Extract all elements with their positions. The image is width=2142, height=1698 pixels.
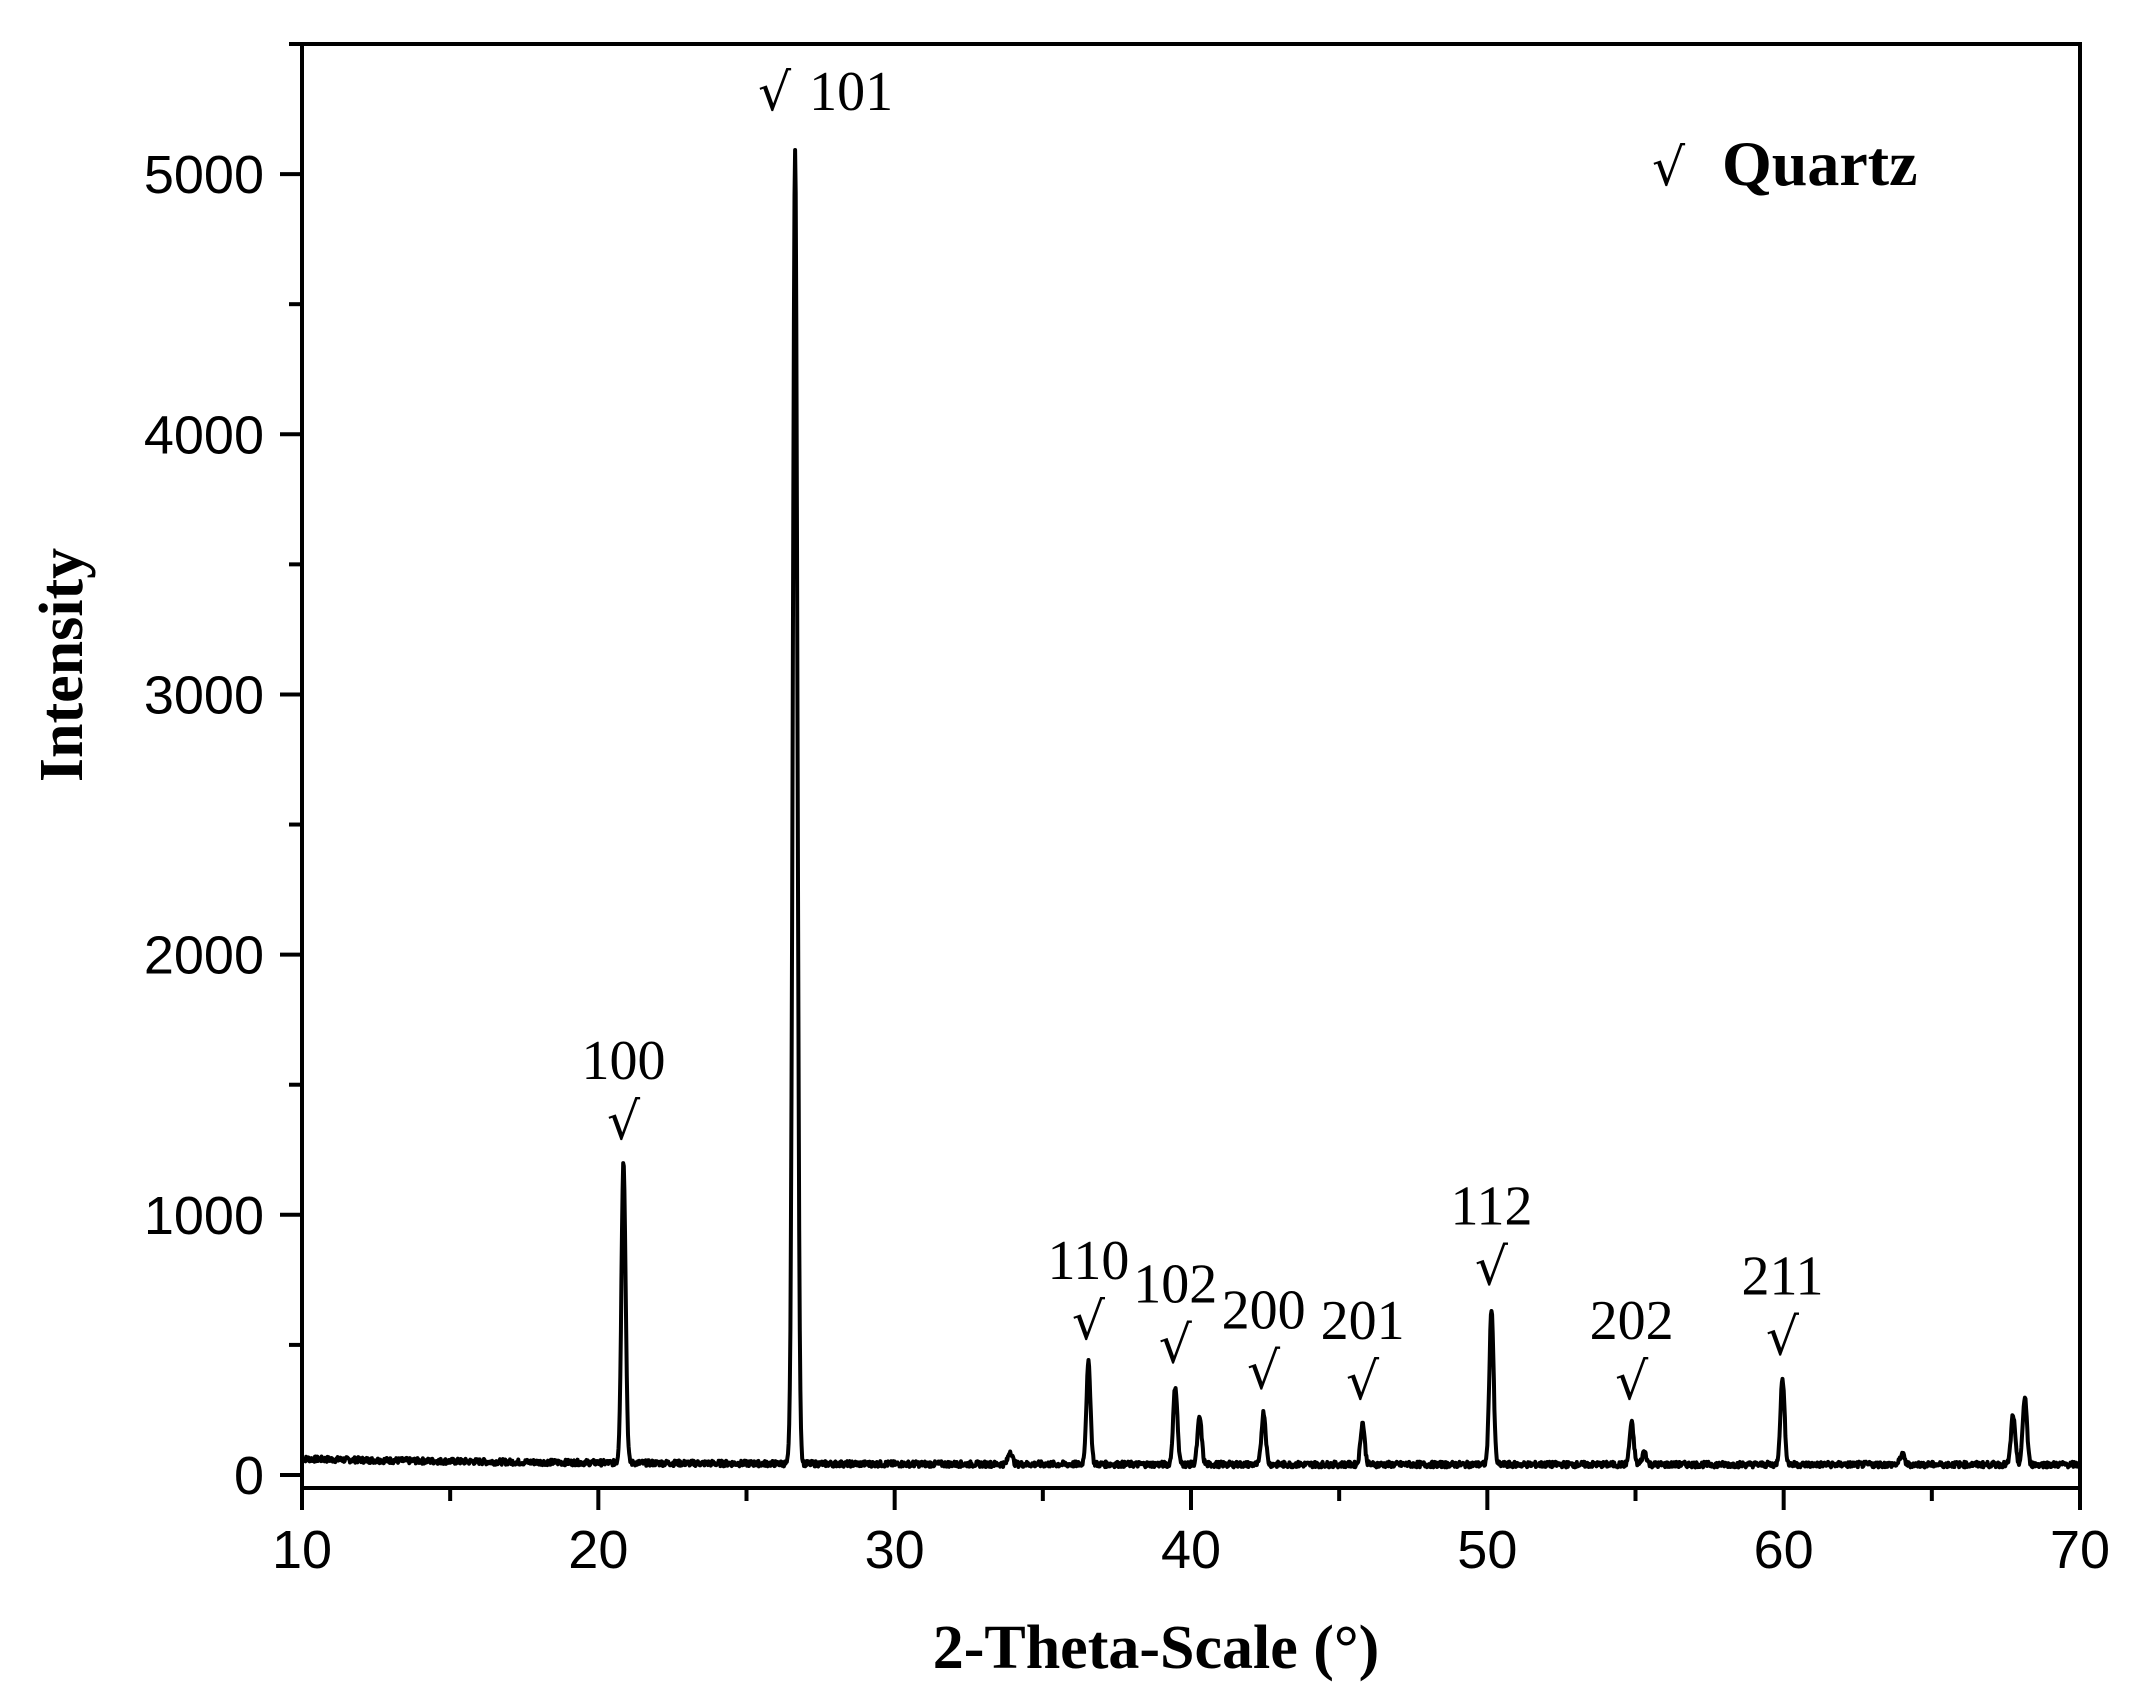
y-tick-label: 0 <box>234 1446 264 1506</box>
peak-annotations: √100√ 101√110√102√200√201√112√202 √211 <box>582 61 1824 1412</box>
y-axis: 0 1000 2000 3000 4000 5000 <box>144 42 302 1506</box>
peak-check-icon: √ <box>607 1092 641 1152</box>
peak-label: 211 <box>1742 1246 1824 1308</box>
x-tick-label: 50 <box>1457 1520 1517 1580</box>
peak-check-icon: √ <box>1247 1342 1281 1402</box>
x-axis-title: 2-Theta-Scale (°) <box>933 1614 1380 1682</box>
x-axis: 10 20 30 40 50 60 70 <box>272 1488 2110 1580</box>
legend-check-icon: √ <box>1652 138 1686 198</box>
peak-label: 101 <box>809 61 893 123</box>
y-axis-title: Intensity <box>28 548 96 782</box>
peak-check-icon: √ <box>1766 1308 1800 1368</box>
peak-check-icon: √ <box>1475 1237 1509 1297</box>
peak-label: 201 <box>1321 1290 1405 1352</box>
peak-label: 202 <box>1590 1290 1674 1352</box>
legend: √ Quartz <box>1652 128 1918 199</box>
x-tick-label: 10 <box>272 1520 332 1580</box>
peak-check-icon: √ <box>1346 1352 1380 1412</box>
peak-check-icon: √ <box>1072 1292 1106 1352</box>
x-tick-label: 60 <box>1754 1520 1814 1580</box>
x-tick-label: 40 <box>1161 1520 1221 1580</box>
peak-label: 112 <box>1451 1175 1533 1237</box>
xrd-pattern-line <box>300 148 2082 1470</box>
x-tick-label: 20 <box>568 1520 628 1580</box>
y-tick-label: 4000 <box>144 405 264 465</box>
peak-label: 100 <box>582 1030 666 1092</box>
peak-check-icon: √ <box>1615 1352 1649 1412</box>
y-tick-label: 1000 <box>144 1186 264 1246</box>
legend-label: Quartz <box>1722 128 1918 199</box>
peak-check-icon: √ <box>758 63 792 123</box>
x-tick-label: 30 <box>865 1520 925 1580</box>
peak-label: 200 <box>1222 1280 1306 1342</box>
peak-check-icon: √ <box>1159 1316 1193 1376</box>
y-tick-label: 2000 <box>144 926 264 986</box>
peak-label: 102 <box>1133 1254 1217 1316</box>
y-tick-label: 5000 <box>144 145 264 205</box>
y-tick-label: 3000 <box>144 665 264 725</box>
peak-label: 110 <box>1048 1230 1130 1292</box>
x-tick-label: 70 <box>2050 1520 2110 1580</box>
